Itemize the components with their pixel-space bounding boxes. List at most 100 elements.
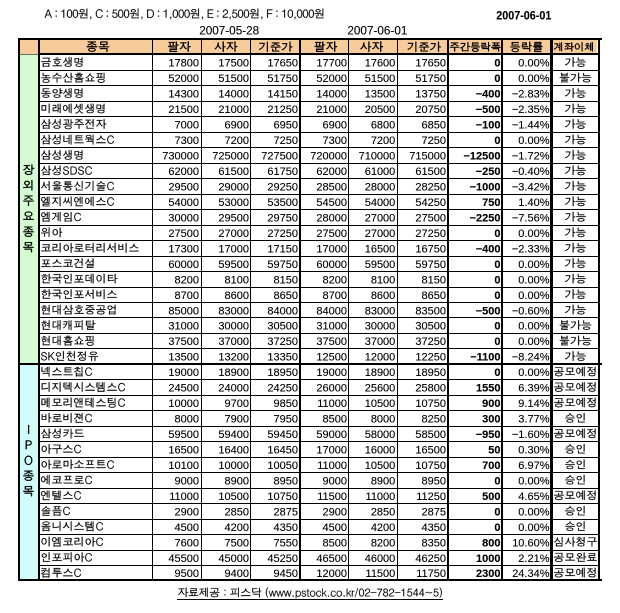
svg-text:8200: 8200 (175, 274, 199, 286)
svg-text:27000: 27000 (365, 212, 396, 224)
svg-text:11000: 11000 (366, 491, 396, 503)
svg-text:−400: −400 (476, 89, 501, 101)
svg-text:11250: 11250 (416, 491, 446, 503)
svg-text:6950: 6950 (274, 120, 298, 132)
svg-text:18950: 18950 (267, 367, 298, 379)
svg-text:9850: 9850 (274, 398, 298, 410)
svg-text:8650: 8650 (274, 290, 298, 302)
svg-text:9700: 9700 (225, 398, 249, 410)
svg-text:54000: 54000 (168, 197, 199, 209)
svg-text:27500: 27500 (415, 212, 446, 224)
svg-text:0.00%: 0.00% (518, 336, 549, 348)
svg-text:61750: 61750 (267, 166, 298, 178)
svg-text:10.60%: 10.60% (512, 537, 550, 549)
svg-text:10500: 10500 (365, 460, 396, 472)
svg-text:8900: 8900 (371, 475, 395, 487)
svg-text:45250: 45250 (267, 553, 298, 565)
svg-text:28000: 28000 (365, 182, 396, 194)
svg-text:30000: 30000 (168, 212, 199, 224)
svg-text:29500: 29500 (218, 212, 249, 224)
svg-text:13350: 13350 (267, 352, 298, 364)
svg-text:18950: 18950 (415, 367, 446, 379)
svg-text:0: 0 (494, 228, 500, 240)
svg-text:0.00%: 0.00% (518, 58, 549, 70)
svg-text:800: 800 (482, 537, 500, 549)
svg-text:0.00%: 0.00% (518, 135, 549, 147)
svg-text:29250: 29250 (267, 182, 298, 194)
svg-text:0.00%: 0.00% (518, 367, 549, 379)
svg-text:8700: 8700 (175, 290, 199, 302)
svg-text:37000: 37000 (218, 336, 249, 348)
svg-text:4350: 4350 (274, 522, 298, 534)
svg-text:0: 0 (494, 336, 500, 348)
svg-text:4350: 4350 (422, 522, 446, 534)
svg-text:8250: 8250 (422, 414, 446, 426)
svg-text:24250: 24250 (267, 383, 298, 395)
svg-text:2007-05-28: 2007-05-28 (199, 24, 259, 38)
svg-text:0: 0 (494, 321, 500, 333)
svg-text:0: 0 (494, 73, 500, 85)
svg-text:1550: 1550 (476, 383, 500, 395)
svg-text:−2.35%: −2.35% (512, 104, 550, 116)
svg-text:21000: 21000 (316, 104, 347, 116)
svg-text:8650: 8650 (422, 290, 446, 302)
svg-text:37500: 37500 (168, 336, 199, 348)
svg-text:16400: 16400 (218, 445, 249, 457)
svg-text:725000: 725000 (212, 151, 249, 163)
svg-text:37000: 37000 (365, 336, 396, 348)
svg-text:17150: 17150 (267, 243, 298, 255)
svg-text:17000: 17000 (316, 243, 347, 255)
svg-text:12000: 12000 (316, 568, 347, 580)
svg-text:−2.33%: −2.33% (512, 243, 550, 255)
svg-text:8600: 8600 (225, 290, 249, 302)
svg-text:62000: 62000 (168, 166, 199, 178)
svg-text:0.30%: 0.30% (518, 445, 549, 457)
svg-text:51750: 51750 (267, 73, 298, 85)
svg-text:83000: 83000 (365, 305, 396, 317)
svg-text:0: 0 (494, 274, 500, 286)
svg-text:10500: 10500 (218, 491, 249, 503)
svg-text:26000: 26000 (316, 383, 347, 395)
svg-text:54500: 54500 (316, 197, 347, 209)
svg-text:11750: 11750 (416, 568, 446, 580)
svg-text:900: 900 (482, 398, 500, 410)
svg-text:9450: 9450 (274, 568, 298, 580)
svg-text:13500: 13500 (168, 352, 199, 364)
svg-text:8600: 8600 (371, 290, 395, 302)
svg-text:46000: 46000 (365, 553, 396, 565)
svg-text:37250: 37250 (415, 336, 446, 348)
svg-text:19000: 19000 (316, 367, 347, 379)
svg-text:16750: 16750 (415, 243, 446, 255)
svg-text:727500: 727500 (261, 151, 298, 163)
svg-text:21250: 21250 (267, 104, 298, 116)
svg-text:8900: 8900 (225, 475, 249, 487)
svg-text:30000: 30000 (218, 321, 249, 333)
svg-text:18900: 18900 (218, 367, 249, 379)
svg-text:0: 0 (494, 506, 500, 518)
svg-text:750: 750 (482, 197, 500, 209)
svg-text:0.00%: 0.00% (518, 321, 549, 333)
svg-text:0.00%: 0.00% (518, 73, 549, 85)
svg-text:21000: 21000 (218, 104, 249, 116)
svg-text:83000: 83000 (218, 305, 249, 317)
svg-text:11000: 11000 (169, 491, 199, 503)
svg-text:1.40%: 1.40% (518, 197, 549, 209)
svg-text:24.34%: 24.34% (512, 568, 550, 580)
svg-text:7000: 7000 (175, 120, 199, 132)
svg-text:715000: 715000 (409, 151, 446, 163)
svg-text:10750: 10750 (415, 398, 446, 410)
svg-text:0: 0 (494, 58, 500, 70)
svg-text:13500: 13500 (365, 89, 396, 101)
svg-text:9000: 9000 (323, 475, 347, 487)
svg-text:−500: −500 (476, 305, 501, 317)
svg-text:52000: 52000 (316, 73, 347, 85)
svg-text:37500: 37500 (316, 336, 347, 348)
svg-text:7200: 7200 (225, 135, 249, 147)
svg-text:6850: 6850 (422, 120, 446, 132)
svg-text:17650: 17650 (267, 58, 298, 70)
svg-text:62000: 62000 (316, 166, 347, 178)
svg-text:45000: 45000 (218, 553, 249, 565)
svg-text:700: 700 (482, 460, 500, 472)
svg-text:−1.72%: −1.72% (512, 151, 550, 163)
svg-text:3.77%: 3.77% (518, 414, 549, 426)
